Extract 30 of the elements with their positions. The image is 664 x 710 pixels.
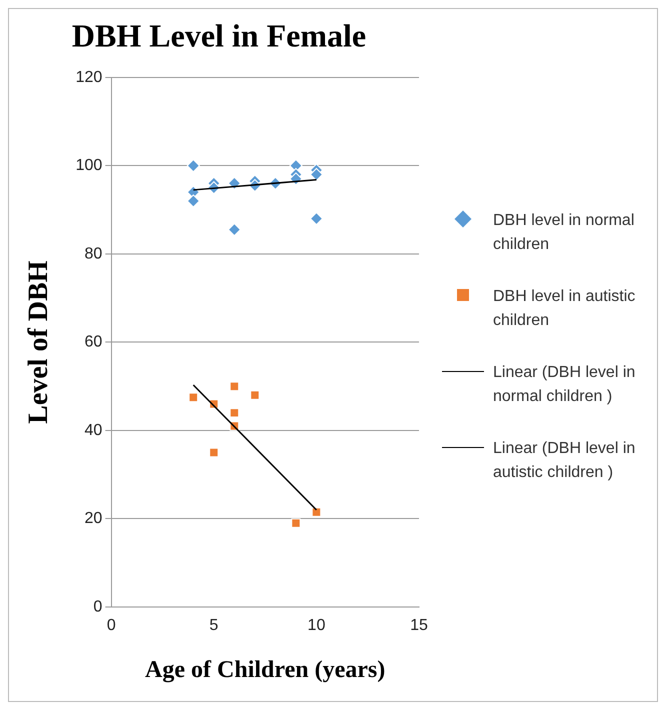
point	[186, 194, 200, 208]
point	[186, 159, 200, 172]
y-tick-label: 80	[84, 245, 102, 262]
legend-label: DBH level in normal children	[493, 211, 636, 255]
point	[310, 168, 323, 181]
point	[188, 392, 198, 402]
point	[209, 448, 219, 458]
point	[310, 212, 323, 226]
y-tick-label: 20	[84, 510, 102, 528]
point	[230, 408, 240, 418]
point	[312, 507, 322, 517]
x-tick-label: 5	[209, 617, 218, 634]
y-tick-label: 0	[93, 598, 102, 616]
x-axis-title: Age of Children (years)	[145, 656, 386, 683]
y-tick-label: 60	[84, 334, 102, 351]
legend-label: Linear (DBH level in autistic children )	[493, 439, 636, 483]
y-tick-label: 100	[76, 157, 102, 174]
y-tick-label: 40	[84, 422, 102, 439]
point	[230, 382, 240, 392]
point	[291, 518, 301, 528]
y-axis-title: Level of DBH	[23, 260, 54, 424]
x-tick-label: 0	[106, 617, 116, 634]
legend-label: Linear (DBH level in normal children )	[493, 363, 636, 407]
x-tick-label: 10	[308, 617, 326, 634]
chart-title: DBH Level in Female	[72, 17, 366, 54]
legend-label: DBH level in autistic children	[493, 287, 636, 331]
point	[250, 390, 260, 400]
x-tick-label: 15	[410, 617, 428, 634]
point	[228, 223, 241, 236]
y-tick-label: 120	[76, 68, 102, 86]
